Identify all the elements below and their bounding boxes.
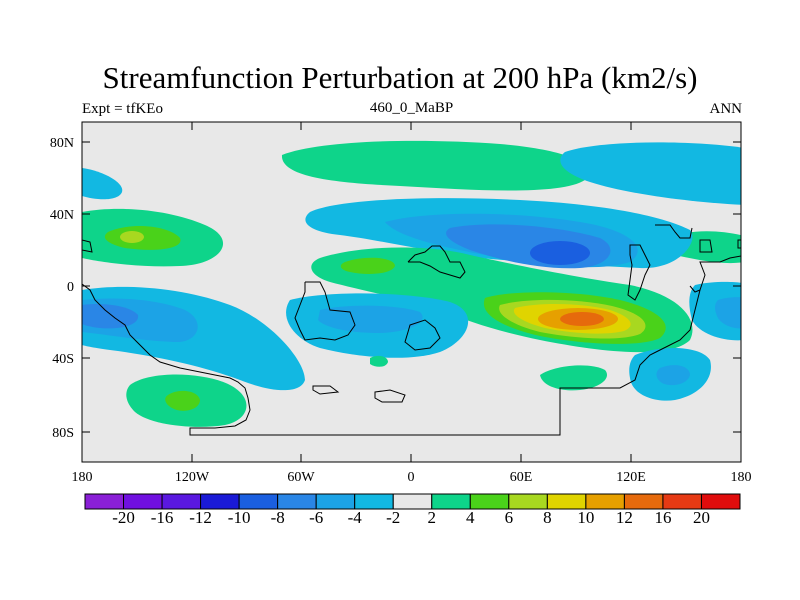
contour-neg-nw-corner (82, 168, 123, 200)
colorbar-label: 8 (543, 508, 552, 527)
lat-label-40s: 40S (52, 352, 74, 367)
colorbar-swatch (700, 493, 741, 510)
contour-field (82, 122, 741, 462)
colorbar-label: -2 (386, 508, 400, 527)
colorbar-label: -16 (151, 508, 174, 527)
lat-ticks (82, 141, 741, 433)
colorbar-swatch (546, 493, 587, 510)
colorbar-swatch (123, 493, 163, 510)
colorbar-label: -20 (112, 508, 135, 527)
colorbar-swatch (508, 493, 548, 510)
colorbar-swatch (431, 493, 471, 510)
lat-label-40n: 40N (50, 208, 74, 223)
colorbar-swatch (277, 493, 317, 510)
contour-pos-s-pacific-core (165, 390, 200, 411)
contour-neg-east-eq-mid (715, 297, 741, 329)
colorbar-label: -10 (228, 508, 251, 527)
experiment-label: Expt = tfKEo (82, 101, 163, 117)
contour-neg-tropic-central-mid (318, 305, 423, 333)
paleo-coastline (82, 224, 741, 436)
colorbar-swatch (238, 493, 279, 510)
colorbar-label: -4 (348, 508, 363, 527)
colorbar-label: 6 (505, 508, 514, 527)
colorbar-label: -6 (309, 508, 323, 527)
lon-label-0: 0 (408, 470, 415, 485)
lon-label-60w: 60W (287, 470, 315, 485)
lat-label-0: 0 (67, 280, 74, 295)
colorbar-swatch (354, 493, 394, 510)
period-label: 460_0_MaBP (369, 100, 454, 116)
colorbar-swatch (392, 493, 433, 510)
season-label: ANN (709, 101, 743, 117)
colorbar-label: 16 (654, 508, 671, 527)
contour-neg-se-mid (656, 365, 690, 386)
contour-pos-tropic-west-core (340, 257, 395, 274)
lat-label-80n: 80N (50, 136, 74, 151)
map-title: Streamfunction Perturbation at 200 hPa (… (102, 60, 698, 95)
contour-pos-core-16 (560, 312, 604, 326)
colorbar-swatch (84, 493, 125, 510)
colorbar-label: -12 (189, 508, 212, 527)
lat-label-80s: 80S (52, 426, 74, 441)
lon-label-180e: 180 (731, 470, 752, 485)
lon-label-60e: 60E (510, 470, 533, 485)
colorbar-label: 4 (466, 508, 475, 527)
lon-label-120e: 120E (616, 470, 646, 485)
colorbar-swatch (200, 493, 240, 510)
lon-label-120w: 120W (175, 470, 210, 485)
lon-label-180w: 180 (72, 470, 93, 485)
contour-pos-s-indian (540, 365, 608, 391)
colorbar-swatch (623, 493, 664, 510)
contour-pos-south-small (370, 355, 388, 367)
colorbar-swatch (585, 493, 625, 510)
colorbar-swatch (161, 493, 202, 510)
colorbar-label: -8 (271, 508, 285, 527)
colorbar: -20 -16 -12 -10 -8 -6 -4 -2 2 4 6 8 10 12 16 20 (84, 493, 741, 527)
contour-neg-tropic-west-strong (82, 304, 139, 329)
contour-neg-ne-pacific (560, 142, 741, 205)
contour-pos-n-pacific-max (120, 231, 144, 243)
colorbar-swatch (662, 493, 702, 510)
colorbar-label: 10 (577, 508, 594, 527)
colorbar-swatch (315, 493, 356, 510)
colorbar-label: 20 (693, 508, 710, 527)
contour-neg-midlat-core (530, 241, 590, 265)
colorbar-swatch (469, 493, 510, 510)
lon-ticks (81, 122, 742, 462)
colorbar-label: 2 (428, 508, 437, 527)
colorbar-label: 12 (616, 508, 633, 527)
contour-pos-north-band (281, 140, 589, 191)
